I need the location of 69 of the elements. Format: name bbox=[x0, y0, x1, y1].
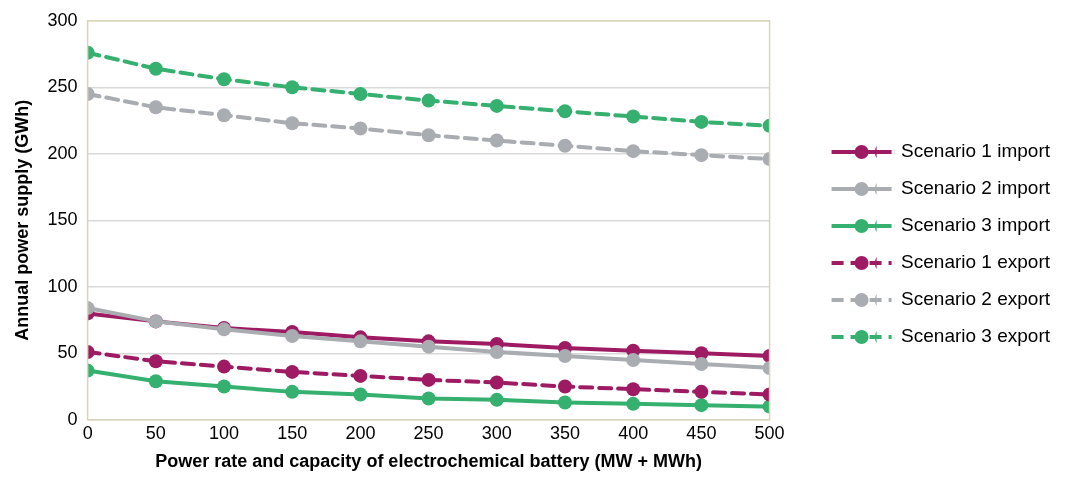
point bbox=[217, 72, 232, 87]
y-tick-label: 250 bbox=[47, 76, 78, 97]
point bbox=[285, 116, 300, 131]
point bbox=[558, 138, 572, 153]
point bbox=[626, 144, 641, 159]
x-tick-label: 50 bbox=[145, 422, 166, 443]
point bbox=[148, 374, 163, 389]
point bbox=[148, 100, 163, 115]
x-tick-label: 450 bbox=[686, 422, 717, 443]
point bbox=[489, 344, 504, 359]
point bbox=[489, 133, 504, 148]
point bbox=[626, 352, 641, 367]
legend-label: Scenario 2 export bbox=[901, 288, 1051, 310]
point bbox=[694, 384, 709, 399]
x-tick-label: 400 bbox=[618, 422, 649, 443]
point bbox=[489, 392, 504, 407]
point bbox=[694, 114, 709, 129]
point bbox=[217, 108, 232, 123]
x-tick-label: 300 bbox=[481, 422, 512, 443]
x-tick-label: 100 bbox=[209, 422, 240, 443]
x-tick-label: 250 bbox=[413, 422, 444, 443]
point bbox=[353, 86, 368, 101]
point bbox=[421, 128, 436, 143]
point bbox=[489, 98, 504, 113]
point bbox=[558, 104, 572, 119]
point bbox=[421, 372, 436, 387]
point bbox=[694, 356, 709, 371]
point bbox=[148, 354, 163, 369]
legend-label: Scenario 1 import bbox=[901, 140, 1051, 162]
legend-label: Scenario 1 export bbox=[901, 251, 1051, 273]
point bbox=[558, 395, 572, 410]
point bbox=[626, 396, 641, 411]
x-tick-label: 500 bbox=[754, 422, 785, 443]
point bbox=[353, 334, 368, 349]
point bbox=[353, 368, 368, 383]
y-tick-label: 100 bbox=[47, 275, 78, 296]
y-axis-title: Annual power supply (GWh) bbox=[11, 99, 32, 341]
point bbox=[694, 148, 709, 163]
legend-label: Scenario 3 export bbox=[901, 325, 1051, 347]
point bbox=[421, 339, 436, 354]
point bbox=[285, 329, 300, 344]
point bbox=[285, 384, 300, 399]
y-tick-label: 0 bbox=[67, 408, 78, 429]
y-tick-label: 150 bbox=[47, 209, 78, 230]
point bbox=[217, 359, 232, 374]
point bbox=[285, 364, 300, 379]
x-axis-title: Power rate and capacity of electrochemical battery (MW + MWh) bbox=[155, 451, 702, 472]
point bbox=[285, 80, 300, 95]
legend-label: Scenario 3 import bbox=[901, 214, 1051, 236]
point bbox=[558, 348, 572, 363]
point bbox=[558, 379, 572, 394]
point bbox=[421, 391, 436, 406]
y-tick-label: 200 bbox=[47, 142, 78, 163]
y-tick-label: 50 bbox=[57, 342, 78, 363]
point bbox=[694, 398, 709, 413]
legend-label: Scenario 2 import bbox=[901, 177, 1051, 199]
x-tick-label: 150 bbox=[277, 422, 308, 443]
y-tick-label: 300 bbox=[47, 9, 78, 30]
point bbox=[148, 61, 163, 76]
point bbox=[353, 387, 368, 402]
x-tick-label: 350 bbox=[549, 422, 581, 443]
point bbox=[489, 375, 504, 390]
point bbox=[353, 121, 368, 136]
x-tick-label: 0 bbox=[82, 422, 93, 443]
point bbox=[626, 109, 641, 124]
x-tick-label: 200 bbox=[345, 422, 376, 443]
point bbox=[626, 382, 641, 397]
point bbox=[217, 379, 232, 394]
point bbox=[421, 93, 436, 108]
